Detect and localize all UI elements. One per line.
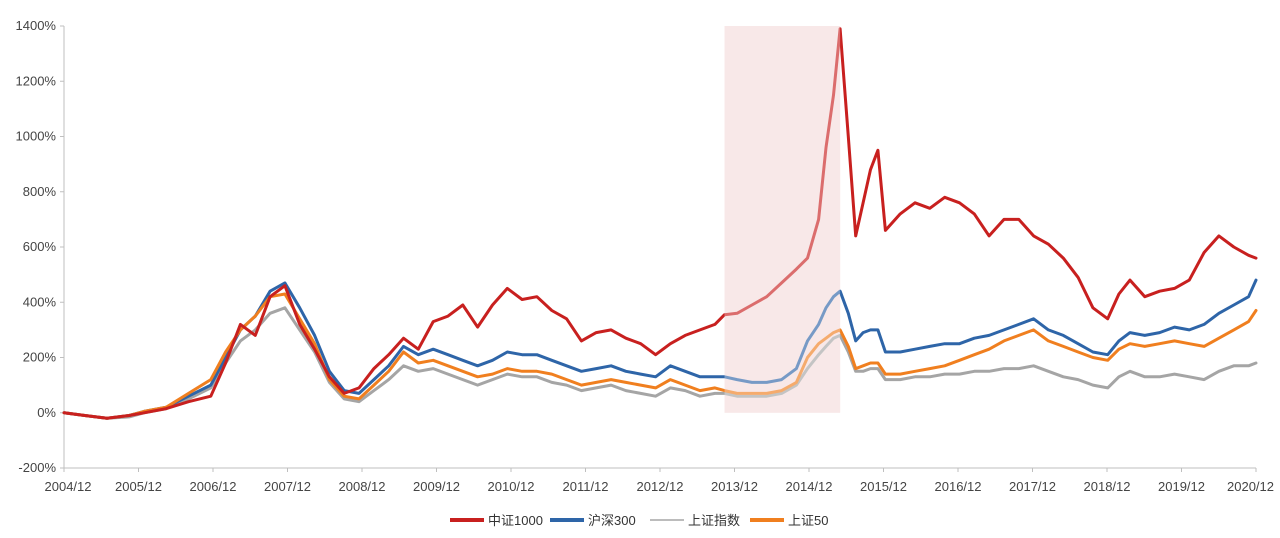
x-tick-label: 2016/12	[935, 479, 982, 494]
y-tick-label: 800%	[23, 184, 57, 199]
y-tick-label: 1400%	[16, 18, 57, 33]
y-tick-label: 600%	[23, 239, 57, 254]
y-tick-label: 1200%	[16, 73, 57, 88]
x-tick-label: 2018/12	[1084, 479, 1131, 494]
y-tick-label: -200%	[18, 460, 56, 475]
legend-label-1: 沪深300	[588, 513, 636, 528]
x-tick-labels: 2004/12 2005/12 2006/12 2007/12 2008/12 2009/…	[45, 468, 1274, 494]
highlight-band	[724, 26, 841, 413]
x-tick-label: 2013/12	[711, 479, 758, 494]
x-tick-label: 2006/12	[190, 479, 237, 494]
y-tick-labels: -200% 0% 200% 400% 600% 800% 1000% 1200% 1400%	[16, 18, 64, 475]
y-tick-label: 400%	[23, 294, 57, 309]
x-tick-label: 2019/12	[1158, 479, 1205, 494]
y-tick-label: 1000%	[16, 129, 57, 144]
x-tick-label: 2012/12	[637, 479, 684, 494]
x-tick-label: 2009/12	[413, 479, 460, 494]
x-tick-label: 2008/12	[339, 479, 386, 494]
x-tick-label: 2015/12	[860, 479, 907, 494]
legend-label-2: 上证指数	[688, 513, 740, 528]
y-tick-label: 200%	[23, 350, 57, 365]
axes	[63, 26, 1256, 469]
legend-label-0: 中证1000	[488, 513, 543, 528]
x-tick-label: 2014/12	[786, 479, 833, 494]
y-tick-label: 0%	[37, 405, 56, 420]
x-tick-label: 2010/12	[488, 479, 535, 494]
x-tick-label: 2007/12	[264, 479, 311, 494]
x-tick-label: 2011/12	[562, 479, 608, 494]
series-lines	[62, 26, 1258, 420]
series-line-0	[62, 27, 1258, 420]
legend: 中证1000 沪深300 上证指数 上证50	[450, 513, 828, 528]
x-tick-label: 2017/12	[1009, 479, 1056, 494]
legend-label-3: 上证50	[788, 513, 828, 528]
highlight-band-layer	[724, 26, 841, 413]
x-tick-label: 2005/12	[115, 479, 162, 494]
x-tick-label: 2004/12	[45, 479, 92, 494]
series-line-1	[62, 278, 1258, 420]
series-line-3	[62, 292, 1258, 420]
highlight-veil	[724, 26, 841, 413]
x-tick-label: 2020/12	[1227, 479, 1274, 494]
